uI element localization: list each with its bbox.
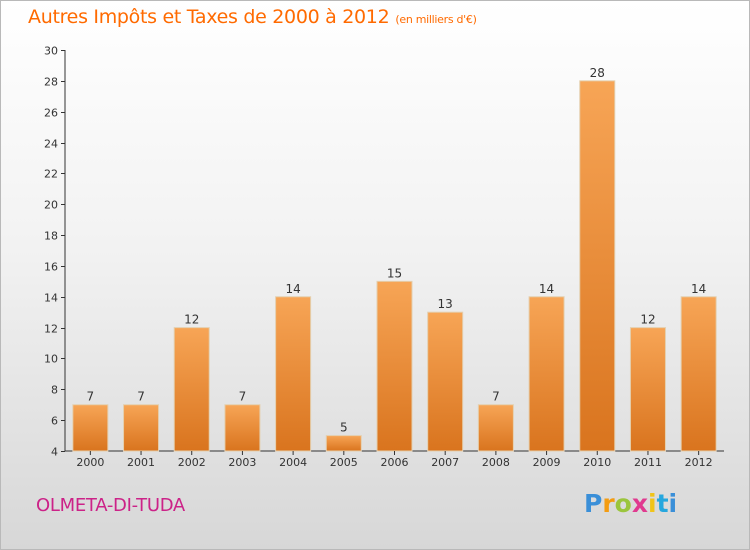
bar: [377, 281, 412, 451]
y-tick-label: 4: [51, 446, 58, 459]
y-tick-label: 10: [44, 353, 58, 366]
y-tick-label: 16: [44, 261, 58, 274]
y-tick-label: 22: [44, 168, 58, 181]
y-tick-label: 30: [44, 45, 58, 58]
y-tick-label: 20: [44, 199, 58, 212]
bar-value-label: 7: [87, 390, 95, 404]
x-tick-label: 2003: [228, 456, 256, 469]
y-tick-label: 12: [44, 323, 58, 336]
bar: [478, 405, 513, 451]
x-tick-label: 2010: [583, 456, 611, 469]
logo-letter: t: [657, 489, 669, 518]
bar-value-label: 7: [137, 390, 145, 404]
bar: [630, 328, 665, 451]
bar-value-label: 28: [590, 66, 605, 80]
bar: [225, 405, 260, 451]
x-tick-label: 2006: [381, 456, 409, 469]
logo-letter: i: [669, 489, 678, 518]
bar-value-label: 13: [438, 297, 453, 311]
bar: [681, 297, 716, 451]
bar-value-label: 7: [239, 390, 247, 404]
logo-letter: P: [584, 489, 602, 518]
bar: [276, 297, 311, 451]
x-tick-label: 2007: [431, 456, 459, 469]
x-tick-label: 2004: [279, 456, 307, 469]
logo-letter: r: [602, 489, 614, 518]
x-tick-label: 2008: [482, 456, 510, 469]
bar: [529, 297, 564, 451]
bar-chart: 4 6 8 10 12 14 16 18 20 22 24 26 28 30 7 2000 7 2001 12 200…: [0, 0, 750, 550]
bar-value-label: 14: [691, 282, 706, 296]
bar-value-label: 12: [184, 313, 199, 327]
bar-value-label: 14: [285, 282, 300, 296]
bar-value-label: 14: [539, 282, 554, 296]
bar-value-label: 12: [640, 313, 655, 327]
city-name: OLMETA-DI-TUDA: [36, 495, 185, 516]
y-tick-label: 26: [44, 107, 58, 120]
x-tick-label: 2009: [533, 456, 561, 469]
bar: [326, 436, 361, 451]
bar: [124, 405, 159, 451]
y-tick-label: 28: [44, 76, 58, 89]
bar: [174, 328, 209, 451]
y-tick-label: 24: [44, 138, 58, 151]
x-tick-label: 2002: [178, 456, 206, 469]
y-tick-label: 18: [44, 230, 58, 243]
x-tick-label: 2005: [330, 456, 358, 469]
bar-value-label: 7: [492, 390, 500, 404]
bar: [580, 81, 615, 451]
bar-value-label: 5: [340, 421, 348, 435]
bar: [73, 405, 108, 451]
proxiti-logo: Proxiti: [584, 489, 677, 518]
y-tick-label: 14: [44, 292, 58, 305]
bar: [428, 312, 463, 451]
logo-letter: x: [632, 489, 648, 518]
y-tick-label: 6: [51, 415, 58, 428]
logo-letter: o: [615, 489, 632, 518]
logo-letter: i: [648, 489, 657, 518]
x-tick-label: 2012: [685, 456, 713, 469]
x-tick-label: 2000: [76, 456, 104, 469]
bar-value-label: 15: [387, 266, 402, 280]
y-tick-label: 8: [51, 384, 58, 397]
x-tick-label: 2001: [127, 456, 155, 469]
x-tick-label: 2011: [634, 456, 662, 469]
